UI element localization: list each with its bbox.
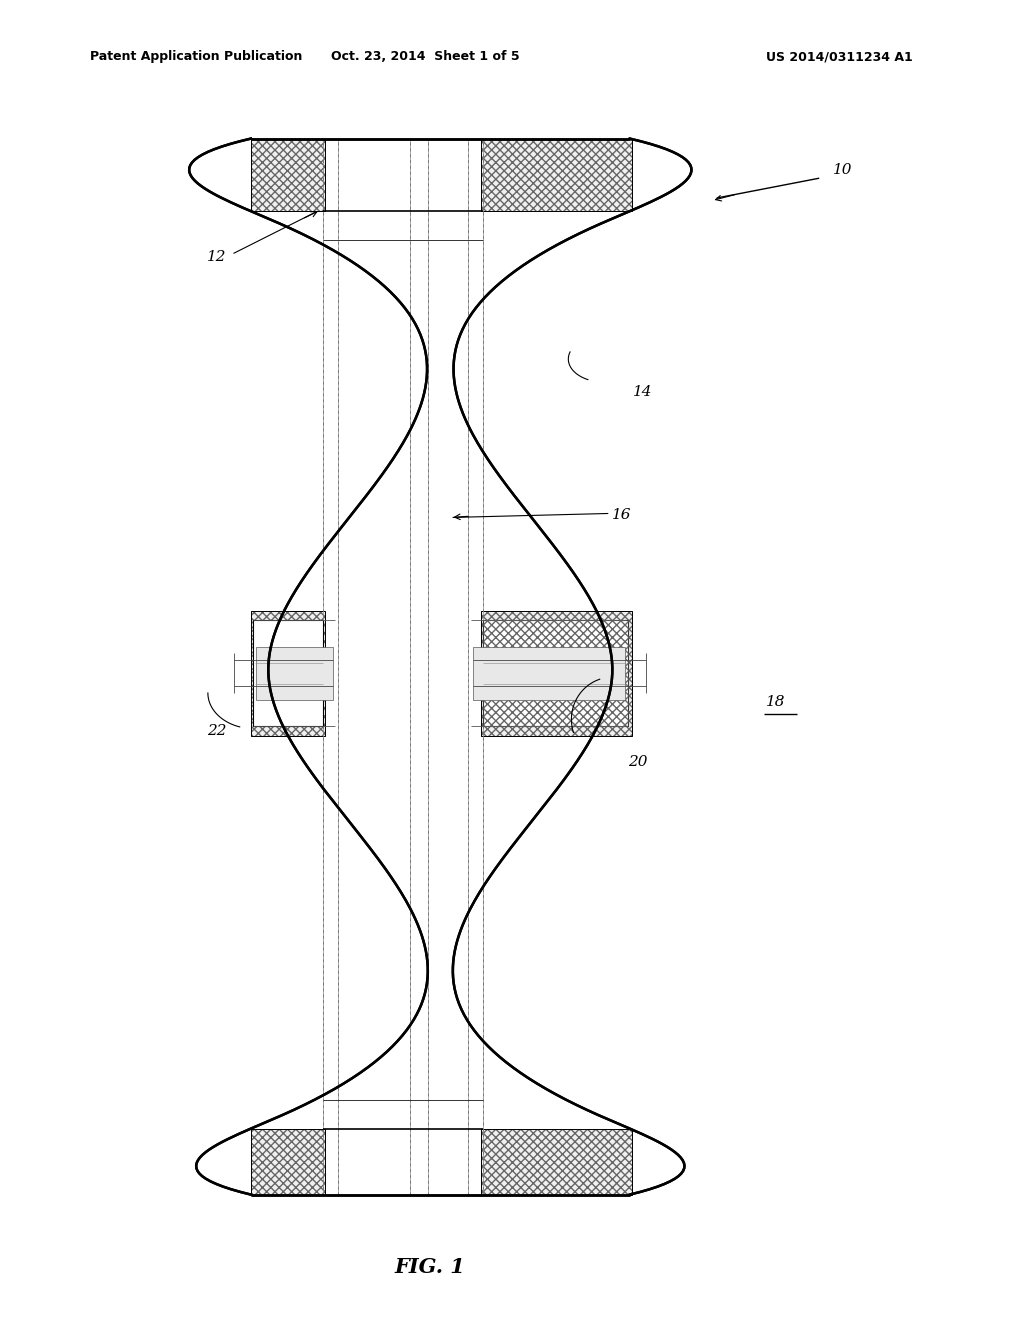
Bar	[251, 1129, 325, 1195]
Text: Patent Application Publication: Patent Application Publication	[90, 50, 302, 63]
Bar	[481, 610, 632, 737]
Bar	[251, 1129, 325, 1195]
Text: 20: 20	[628, 755, 647, 768]
Bar	[256, 647, 333, 700]
Text: 14: 14	[633, 385, 652, 399]
Bar	[481, 139, 632, 211]
Text: 10: 10	[833, 164, 852, 177]
Bar	[481, 1129, 632, 1195]
Bar	[483, 620, 628, 726]
Text: US 2014/0311234 A1: US 2014/0311234 A1	[766, 50, 913, 63]
Text: FIG. 1: FIG. 1	[394, 1257, 466, 1278]
Text: 18: 18	[766, 696, 785, 709]
Bar	[251, 139, 325, 211]
Bar	[481, 610, 632, 737]
Bar	[251, 139, 325, 211]
Text: 12: 12	[207, 251, 226, 264]
Bar	[481, 139, 632, 211]
Bar	[253, 620, 323, 726]
Bar	[483, 620, 628, 726]
Bar	[251, 610, 325, 737]
Bar	[251, 139, 325, 211]
Bar	[481, 610, 632, 737]
Bar	[251, 610, 325, 737]
Bar	[481, 1129, 632, 1195]
Bar	[251, 610, 325, 737]
Text: 16: 16	[612, 508, 632, 521]
Bar	[481, 139, 632, 211]
Bar	[473, 647, 625, 700]
Bar	[481, 1129, 632, 1195]
Text: Oct. 23, 2014  Sheet 1 of 5: Oct. 23, 2014 Sheet 1 of 5	[331, 50, 519, 63]
Text: 22: 22	[207, 725, 226, 738]
Bar	[251, 1129, 325, 1195]
